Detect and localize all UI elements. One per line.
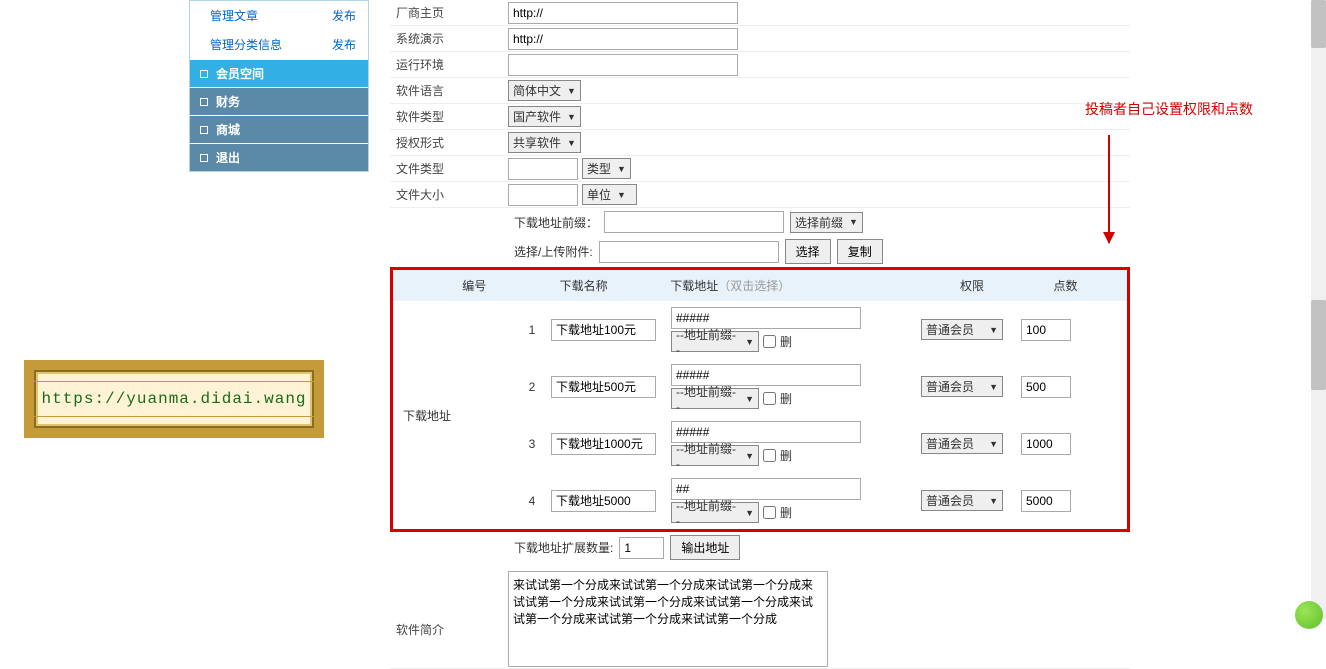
- row-name-input[interactable]: [551, 319, 656, 341]
- row-pts-input[interactable]: [1021, 490, 1071, 512]
- row-del-checkbox[interactable]: [763, 392, 776, 405]
- expand-label: 下载地址扩展数量:: [514, 539, 613, 556]
- row-del-checkbox[interactable]: [763, 506, 776, 519]
- lang-label: 软件语言: [390, 82, 508, 99]
- row-addr-prefix-select[interactable]: --地址前缀--: [671, 331, 759, 352]
- watermark-text: https://yuanma.didai.wang: [26, 381, 321, 417]
- sidebar-sub-label: 管理分类信息: [210, 36, 282, 53]
- filesize-input[interactable]: [508, 184, 578, 206]
- download-table-section: 编号 下载名称 下载地址（双击选择） 权限 点数 下载地址 1 --地址前缀-- …: [390, 267, 1130, 532]
- col-num: 编号: [393, 275, 556, 296]
- demo-label: 系统演示: [390, 30, 508, 47]
- row-del-checkbox[interactable]: [763, 335, 776, 348]
- type-select[interactable]: 国产软件: [508, 106, 581, 127]
- download-side-label: 下载地址: [393, 301, 513, 529]
- row-addr-prefix-select[interactable]: --地址前缀--: [671, 388, 759, 409]
- filesize-select[interactable]: 单位: [582, 184, 637, 205]
- col-pts: 点数: [1049, 275, 1127, 296]
- row-del-checkbox[interactable]: [763, 449, 776, 462]
- sidebar-nav-mall[interactable]: 商城: [190, 115, 368, 143]
- col-name: 下载名称: [556, 275, 663, 296]
- prefix-input[interactable]: [604, 211, 784, 233]
- attach-input[interactable]: [599, 241, 779, 263]
- type-label: 软件类型: [390, 108, 508, 125]
- annotation-arrow: [1108, 135, 1110, 243]
- env-input[interactable]: [508, 54, 738, 76]
- row-del-label: 删: [780, 504, 792, 521]
- row-num: 2: [513, 380, 551, 394]
- intro-label: 软件简介: [390, 571, 508, 638]
- prefix-label: 下载地址前缀：: [514, 214, 598, 231]
- sidebar-sub-action[interactable]: 发布: [332, 36, 356, 53]
- download-row: 3 --地址前缀-- 删 普通会员: [513, 415, 1127, 472]
- row-addr-prefix-select[interactable]: --地址前缀--: [671, 502, 759, 523]
- demo-input[interactable]: [508, 28, 738, 50]
- col-addr: 下载地址（双击选择）: [662, 275, 894, 296]
- square-icon: [200, 126, 208, 134]
- row-addr-prefix-select[interactable]: --地址前缀--: [671, 445, 759, 466]
- row-del-label: 删: [780, 333, 792, 350]
- vendor-home-input[interactable]: [508, 2, 738, 24]
- sidebar-sub-action[interactable]: 发布: [332, 7, 356, 24]
- prefix-select[interactable]: 选择前缀: [790, 212, 863, 233]
- row-pts-input[interactable]: [1021, 319, 1071, 341]
- sidebar: 管理文章 发布 管理分类信息 发布 会员空间 财务 商城 退出: [189, 0, 369, 172]
- scrollbar-thumb[interactable]: [1311, 0, 1326, 48]
- row-del-label: 删: [780, 447, 792, 464]
- watermark-frame: https://yuanma.didai.wang: [24, 360, 324, 438]
- license-label: 授权形式: [390, 134, 508, 151]
- square-icon: [200, 98, 208, 106]
- attach-select-button[interactable]: 选择: [785, 239, 831, 264]
- download-row: 4 --地址前缀-- 删 普通会员: [513, 472, 1127, 529]
- intro-textarea[interactable]: [508, 571, 828, 667]
- vendor-home-label: 厂商主页: [390, 4, 508, 21]
- expand-button[interactable]: 输出地址: [670, 535, 740, 560]
- attach-copy-button[interactable]: 复制: [837, 239, 883, 264]
- filetype-label: 文件类型: [390, 160, 508, 177]
- license-select[interactable]: 共享软件: [508, 132, 581, 153]
- download-row: 1 --地址前缀-- 删 普通会员: [513, 301, 1127, 358]
- row-name-input[interactable]: [551, 433, 656, 455]
- expand-input[interactable]: [619, 537, 664, 559]
- lang-select[interactable]: 简体中文: [508, 80, 581, 101]
- attach-label: 选择/上传附件:: [514, 243, 593, 260]
- main-form: 厂商主页 系统演示 运行环境 软件语言 简体中文 软件类型 国产软件 授权形式 …: [390, 0, 1130, 669]
- row-num: 1: [513, 323, 551, 337]
- env-label: 运行环境: [390, 56, 508, 73]
- row-name-input[interactable]: [551, 376, 656, 398]
- row-perm-select[interactable]: 普通会员: [921, 433, 1003, 454]
- row-perm-select[interactable]: 普通会员: [921, 376, 1003, 397]
- annotation-text: 投稿者自己设置权限和点数: [1085, 100, 1285, 120]
- download-row: 2 --地址前缀-- 删 普通会员: [513, 358, 1127, 415]
- filetype-input[interactable]: [508, 158, 578, 180]
- download-table-header: 编号 下载名称 下载地址（双击选择） 权限 点数: [393, 270, 1127, 301]
- sidebar-sub-manage-article[interactable]: 管理文章 发布: [190, 1, 368, 30]
- row-perm-select[interactable]: 普通会员: [921, 319, 1003, 340]
- row-pts-input[interactable]: [1021, 376, 1071, 398]
- sidebar-sub-manage-category[interactable]: 管理分类信息 发布: [190, 30, 368, 59]
- sidebar-nav-exit[interactable]: 退出: [190, 143, 368, 171]
- sidebar-sub-label: 管理文章: [210, 7, 258, 24]
- row-pts-input[interactable]: [1021, 433, 1071, 455]
- row-del-label: 删: [780, 390, 792, 407]
- filesize-label: 文件大小: [390, 186, 508, 203]
- row-num: 4: [513, 494, 551, 508]
- row-num: 3: [513, 437, 551, 451]
- col-perm: 权限: [895, 275, 1050, 296]
- scrollbar-thumb[interactable]: [1311, 300, 1326, 390]
- square-icon: [200, 70, 208, 78]
- scrollbar[interactable]: [1311, 0, 1326, 619]
- square-icon: [200, 154, 208, 162]
- sidebar-nav-member[interactable]: 会员空间: [190, 59, 368, 87]
- row-perm-select[interactable]: 普通会员: [921, 490, 1003, 511]
- filetype-select[interactable]: 类型: [582, 158, 631, 179]
- sidebar-nav-finance[interactable]: 财务: [190, 87, 368, 115]
- row-name-input[interactable]: [551, 490, 656, 512]
- chat-bubble-icon[interactable]: [1295, 601, 1323, 629]
